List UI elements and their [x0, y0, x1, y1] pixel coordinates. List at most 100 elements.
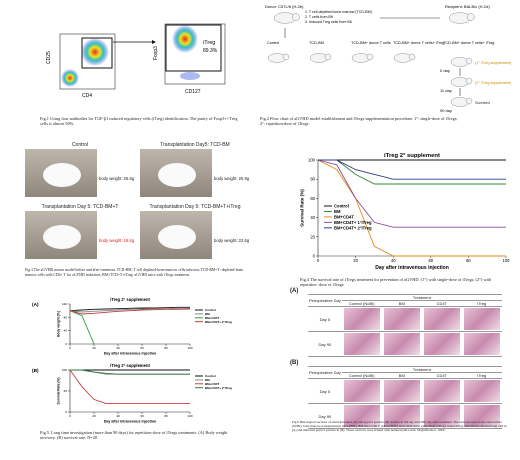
image-cell — [421, 306, 462, 332]
y-tick-label: 120 — [62, 302, 67, 306]
mouse-photos: Control body weight: 25.6g Transplantation… — [25, 142, 250, 267]
gate-value: 89.3% — [203, 48, 218, 54]
x-tick-label: 20 — [92, 414, 96, 418]
axis-label: Foxp3 — [153, 46, 159, 60]
tissue-image — [422, 332, 461, 356]
mouse-head — [282, 53, 290, 61]
image-cell — [381, 331, 422, 357]
x-tick-label: 0 — [317, 258, 320, 263]
weight: body weight: 18.6g — [99, 238, 135, 243]
image-cell — [341, 306, 382, 332]
mouse-head — [465, 77, 473, 85]
series-line — [318, 159, 506, 185]
weight: body weight: 25.6g — [99, 176, 135, 181]
panel-label: (A) — [32, 302, 39, 308]
x-axis-label: Day after intravenous injection — [375, 265, 449, 271]
title: iTreg 2° supplement — [384, 153, 440, 159]
group-label: Control — [267, 41, 279, 45]
series-line — [69, 306, 190, 312]
image-cell — [381, 306, 422, 332]
image-cell — [421, 378, 462, 404]
flow-chart: Donor: C57L/6 (H-2b)1. T cell-depleted b… — [265, 4, 512, 113]
caption: Fig.5. Long time investigation (more tha… — [40, 430, 228, 441]
weight-chart: 0 40 80 120 0 20 40 60 80 100 iTreg 2° supplement D… — [32, 297, 232, 356]
series-line — [69, 308, 191, 315]
caption: Fig.1 Using four antibodies for TGF-β1 i… — [40, 116, 238, 127]
y-axis-label: Body weight (%) — [57, 311, 61, 337]
x-tick-label: 60 — [140, 346, 144, 350]
tissue-image — [382, 404, 421, 428]
x-tick-label: 80 — [164, 414, 168, 418]
y-tick-label: 100 — [62, 368, 67, 372]
image-cell — [341, 378, 382, 404]
donor-label: Donor: C57L/6 (H-2b) — [265, 4, 304, 9]
mouse-head — [292, 13, 300, 21]
y-tick-label: 40 — [64, 329, 68, 333]
series-line — [69, 369, 190, 405]
y-tick-label: 0 — [65, 342, 67, 346]
photo — [25, 149, 97, 197]
tissue-image — [342, 404, 381, 428]
tissue-image — [382, 307, 421, 331]
legend-label: Control — [334, 203, 349, 208]
mouse-head — [408, 53, 416, 61]
step-note: (1° iTreg supplement) — [475, 61, 512, 65]
axis-label: CD127 — [185, 89, 201, 95]
panel-title: Transplantation Day 5: TCD-BM+T+iTreg — [149, 204, 241, 210]
row-header: Day 5 — [308, 306, 342, 332]
series-line — [317, 159, 506, 228]
photo — [25, 211, 97, 259]
flow-plots: CD25 CD4 iTreg 89.3% Foxp3 CD127 — [46, 23, 226, 99]
x-axis-label: Day after intravenous injection — [104, 352, 157, 356]
legend-label: BM+CD4T — [334, 214, 354, 219]
mouse — [158, 163, 196, 187]
series-line — [70, 369, 190, 375]
series-line — [318, 159, 506, 180]
tissue-image — [462, 379, 501, 403]
image-cell — [381, 378, 422, 404]
legend-label: BM+CD4T+ 1°iTreg — [334, 220, 372, 225]
axis-label: CD4 — [82, 93, 92, 99]
legend-label: BM+CD4T+ 2°iTreg — [205, 386, 232, 390]
tissue-image — [422, 404, 461, 428]
caption: Fig.2 Flow chart of aGVHD model establis… — [260, 116, 458, 127]
tissue-image — [462, 404, 501, 428]
x-tick-label: 0 — [69, 346, 71, 350]
image-cell — [341, 331, 382, 357]
mouse-head — [465, 97, 473, 105]
axis-label: CD25 — [46, 51, 52, 64]
panel-title: Control — [71, 142, 89, 148]
step-note: (2° iTreg supplement) — [475, 81, 512, 85]
weight: body weight: 25.9g — [214, 176, 250, 181]
y-axis-label: Survival Rate (%) — [299, 189, 304, 227]
y-tick-label: 80 — [310, 177, 315, 182]
row-header: Day 90 — [308, 403, 342, 429]
caption: Fig.4 The survival rate of iTregs treatm… — [300, 277, 491, 288]
step-day: 0 day — [440, 68, 450, 73]
step-note: Survived — [475, 101, 490, 105]
photo-panel: Transplantation Day 5: TCD-BM+T+iTreg bod… — [140, 204, 250, 264]
image-cell — [461, 403, 502, 429]
y-tick-label: 40 — [310, 215, 315, 220]
panel-label: (B) — [32, 368, 39, 374]
legend-label: Control — [205, 374, 216, 378]
tissue-image — [462, 332, 501, 356]
image-cell — [381, 403, 422, 429]
donor-item: 2. T cells from B6 — [305, 15, 333, 19]
legend-label: BM — [205, 378, 210, 382]
photo-panel: Transplantation Day5: TCD-BM body weight:… — [140, 142, 250, 202]
series-line — [69, 307, 191, 313]
panel-title: Transplantation Day 5: TCD-BM+T — [41, 204, 119, 210]
y-tick-label: 60 — [310, 196, 315, 201]
legend-label: Control — [205, 308, 216, 312]
group-label: TCD-BM+ donor T cells+ iTreg — [393, 41, 444, 45]
x-tick-label: 100 — [187, 414, 192, 418]
x-tick-label: 80 — [466, 258, 471, 263]
group-label: TCD-BM+ donor T cells+ iTreg — [443, 41, 494, 45]
table-row: Day 90 — [308, 331, 502, 357]
image-cell — [461, 331, 502, 357]
y-tick-label: 20 — [310, 234, 315, 239]
survival-chart: 0 50 100 0 20 40 60 80 100 iTreg 2° supplement Day… — [32, 363, 232, 424]
series-line — [317, 159, 506, 257]
legend-label: BM — [205, 312, 210, 316]
